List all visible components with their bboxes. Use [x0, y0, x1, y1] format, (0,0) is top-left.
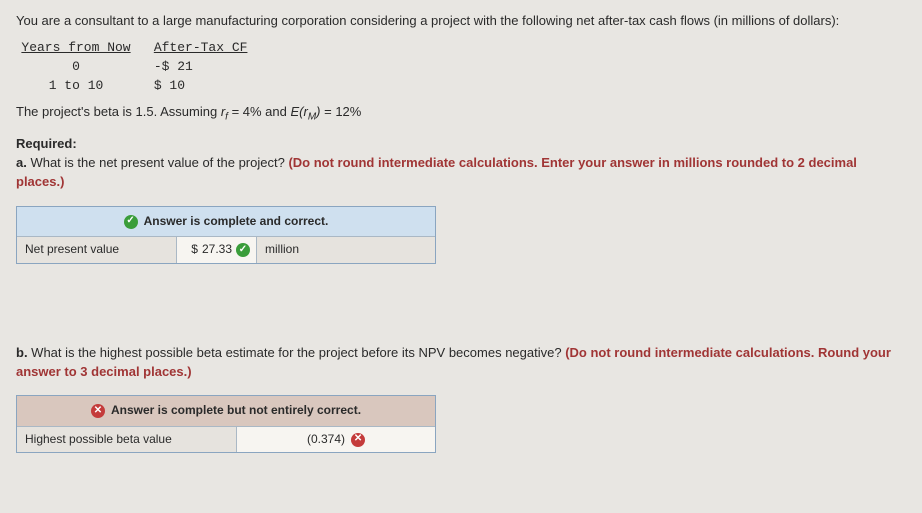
cf-year: 1 to 10: [16, 77, 136, 96]
answer-a-status-text: Answer is complete and correct.: [144, 213, 329, 230]
answer-a-label: Net present value: [17, 236, 177, 262]
answer-b-label: Highest possible beta value: [17, 426, 237, 452]
assume-text: The project's beta is 1.5. Assuming: [16, 104, 221, 119]
answer-a-status: ✓ Answer is complete and correct.: [17, 207, 435, 236]
assume-erm-eq: = 12%: [324, 104, 361, 119]
cashflow-header: Years from Now After-Tax CF: [16, 39, 264, 58]
cf-value: $ 10: [144, 77, 264, 96]
header-years: Years from Now: [16, 39, 136, 58]
assume-rf-sub: f: [225, 112, 228, 123]
cashflow-table: Years from Now After-Tax CF 0 -$ 21 1 to…: [16, 39, 264, 96]
answer-b-status-text: Answer is complete but not entirely corr…: [111, 402, 361, 419]
cashflow-row: 1 to 10 $ 10: [16, 77, 264, 96]
required-block: Required: a. What is the net present val…: [16, 135, 906, 192]
check-icon: ✓: [124, 215, 138, 229]
cf-value: -$ 21: [144, 58, 264, 77]
assumptions-line: The project's beta is 1.5. Assuming rf =…: [16, 103, 906, 125]
required-label: Required:: [16, 136, 77, 151]
problem-intro: You are a consultant to a large manufact…: [16, 12, 906, 31]
answer-a-value: 27.33: [202, 241, 232, 258]
cashflow-row: 0 -$ 21: [16, 58, 264, 77]
answer-b-row: Highest possible beta value (0.374) ✕: [17, 426, 435, 452]
question-b-label: b.: [16, 345, 28, 360]
answer-b-value: (0.374): [307, 431, 345, 448]
question-b-block: b. What is the highest possible beta est…: [16, 344, 906, 382]
answer-a-box: ✓ Answer is complete and correct. Net pr…: [16, 206, 436, 264]
answer-a-value-cell[interactable]: $ 27.33 ✓: [177, 236, 257, 262]
header-cf: After-Tax CF: [144, 39, 264, 58]
assume-erm-close: ): [316, 104, 320, 119]
answer-a-unit: million: [257, 236, 435, 262]
answer-b-box: ✕ Answer is complete but not entirely co…: [16, 395, 436, 453]
question-a-text: What is the net present value of the pro…: [27, 155, 289, 170]
assume-erm: E(r: [290, 104, 307, 119]
cross-icon: ✕: [351, 433, 365, 447]
answer-a-currency: $: [191, 241, 198, 258]
cf-year: 0: [16, 58, 136, 77]
answer-a-row: Net present value $ 27.33 ✓ million: [17, 236, 435, 262]
assume-erm-sub: M: [308, 112, 316, 123]
answer-b-value-cell[interactable]: (0.374) ✕: [237, 426, 435, 452]
assume-rf-eq: = 4% and: [232, 104, 291, 119]
question-b-text: What is the highest possible beta estima…: [28, 345, 566, 360]
cross-icon: ✕: [91, 404, 105, 418]
answer-b-status: ✕ Answer is complete but not entirely co…: [17, 396, 435, 425]
question-a-label: a.: [16, 155, 27, 170]
check-icon: ✓: [236, 243, 250, 257]
